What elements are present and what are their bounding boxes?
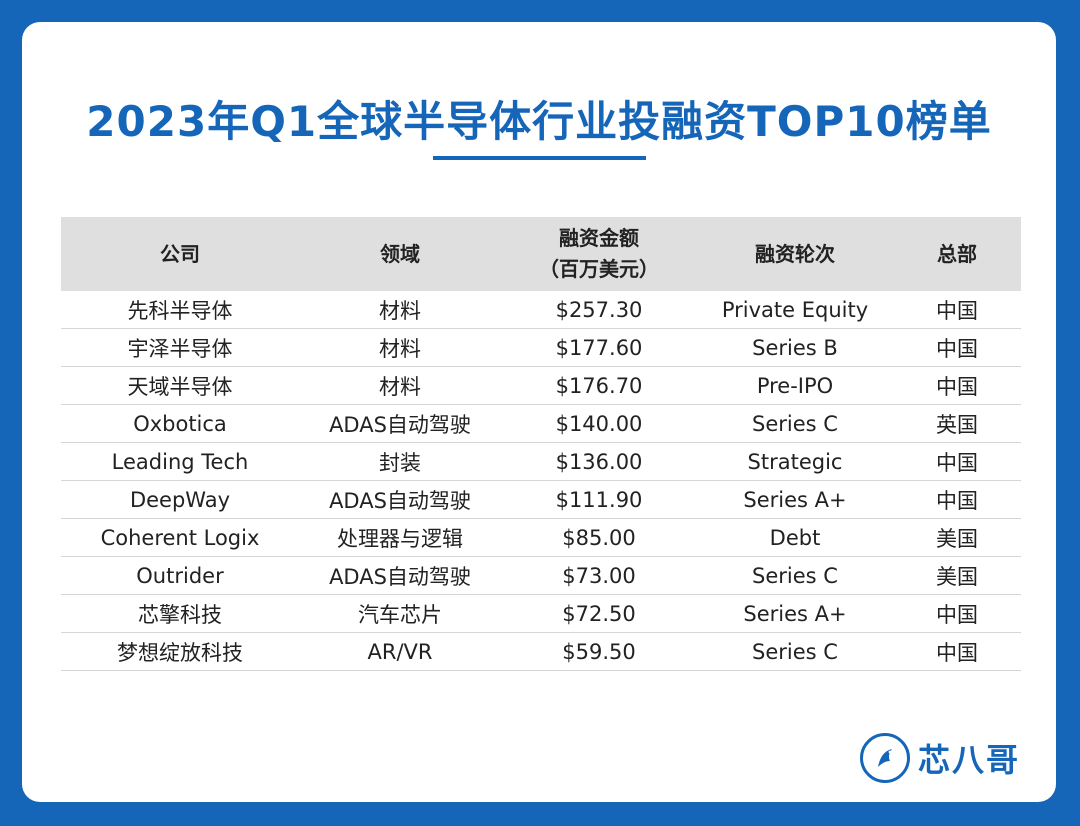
cell-company: Oxbotica xyxy=(61,404,299,443)
investment-table: 公司 领域 融资金额 （百万美元） 融资轮次 总部 先科半导体 材料 $257.… xyxy=(61,217,1021,671)
cell-hq: 中国 xyxy=(893,594,1021,633)
table-row: DeepWay ADAS自动驾驶 $111.90 Series A+ 中国 xyxy=(61,480,1021,519)
cell-field: ADAS自动驾驶 xyxy=(299,404,501,443)
cell-field: 处理器与逻辑 xyxy=(299,518,501,557)
bird-icon xyxy=(860,733,910,783)
cell-hq: 中国 xyxy=(893,328,1021,367)
cell-field: ADAS自动驾驶 xyxy=(299,556,501,595)
cell-field: 材料 xyxy=(299,366,501,405)
cell-round: Series B xyxy=(697,328,893,367)
cell-field: AR/VR xyxy=(299,632,501,671)
cell-hq: 中国 xyxy=(893,632,1021,671)
cell-company: 梦想绽放科技 xyxy=(61,632,299,671)
table-row: 宇泽半导体 材料 $177.60 Series B 中国 xyxy=(61,328,1021,367)
cell-field: 封装 xyxy=(299,442,501,481)
cell-round: Strategic xyxy=(697,442,893,481)
cell-company: 芯擎科技 xyxy=(61,594,299,633)
cell-round: Series C xyxy=(697,404,893,443)
cell-company: Outrider xyxy=(61,556,299,595)
table-row: Outrider ADAS自动驾驶 $73.00 Series C 美国 xyxy=(61,556,1021,595)
table-row: 梦想绽放科技 AR/VR $59.50 Series C 中国 xyxy=(61,632,1021,671)
table-row: 天域半导体 材料 $176.70 Pre-IPO 中国 xyxy=(61,366,1021,405)
cell-hq: 英国 xyxy=(893,404,1021,443)
table-row: Oxbotica ADAS自动驾驶 $140.00 Series C 英国 xyxy=(61,404,1021,443)
bird-icon-graphic xyxy=(878,749,892,767)
cell-amount: $140.00 xyxy=(501,404,697,443)
header-field: 领域 xyxy=(299,217,501,291)
cell-hq: 中国 xyxy=(893,480,1021,519)
cell-round: Debt xyxy=(697,518,893,557)
cell-round: Series C xyxy=(697,556,893,595)
cell-amount: $257.30 xyxy=(501,291,697,329)
cell-field: ADAS自动驾驶 xyxy=(299,480,501,519)
cell-field: 材料 xyxy=(299,291,501,329)
brand-logo: 芯八哥 xyxy=(860,732,1020,784)
cell-company: 天域半导体 xyxy=(61,366,299,405)
header-amount: 融资金额 （百万美元） xyxy=(501,217,697,291)
content-card: 2023年Q1全球半导体行业投融资TOP10榜单 公司 领域 融资金额 （百万美… xyxy=(22,22,1056,802)
table-row: Coherent Logix 处理器与逻辑 $85.00 Debt 美国 xyxy=(61,518,1021,557)
cell-amount: $73.00 xyxy=(501,556,697,595)
cell-field: 材料 xyxy=(299,328,501,367)
header-round: 融资轮次 xyxy=(697,217,893,291)
cell-company: 先科半导体 xyxy=(61,291,299,329)
cell-amount: $136.00 xyxy=(501,442,697,481)
cell-company: Leading Tech xyxy=(61,442,299,481)
header-hq: 总部 xyxy=(893,217,1021,291)
cell-amount: $85.00 xyxy=(501,518,697,557)
cell-hq: 中国 xyxy=(893,442,1021,481)
cell-amount: $72.50 xyxy=(501,594,697,633)
cell-company: DeepWay xyxy=(61,480,299,519)
cell-round: Private Equity xyxy=(697,291,893,329)
header-amount-line2: （百万美元） xyxy=(539,257,659,281)
cell-amount: $176.70 xyxy=(501,366,697,405)
header-amount-line1: 融资金额 xyxy=(559,226,639,250)
table-row: Leading Tech 封装 $136.00 Strategic 中国 xyxy=(61,442,1021,481)
cell-hq: 美国 xyxy=(893,518,1021,557)
page-title: 2023年Q1全球半导体行业投融资TOP10榜单 xyxy=(86,97,992,146)
cell-hq: 中国 xyxy=(893,291,1021,329)
table-row: 先科半导体 材料 $257.30 Private Equity 中国 xyxy=(61,291,1021,329)
cell-hq: 中国 xyxy=(893,366,1021,405)
cell-round: Series C xyxy=(697,632,893,671)
cell-amount: $177.60 xyxy=(501,328,697,367)
cell-round: Series A+ xyxy=(697,594,893,633)
table-header-row: 公司 领域 融资金额 （百万美元） 融资轮次 总部 xyxy=(61,217,1021,291)
logo-text: 芯八哥 xyxy=(918,741,1021,779)
table-row: 芯擎科技 汽车芯片 $72.50 Series A+ 中国 xyxy=(61,594,1021,633)
header-company: 公司 xyxy=(61,217,299,291)
cell-amount: $111.90 xyxy=(501,480,697,519)
cell-hq: 美国 xyxy=(893,556,1021,595)
cell-company: Coherent Logix xyxy=(61,518,299,557)
cell-company: 宇泽半导体 xyxy=(61,328,299,367)
cell-amount: $59.50 xyxy=(501,632,697,671)
cell-round: Pre-IPO xyxy=(697,366,893,405)
cell-round: Series A+ xyxy=(697,480,893,519)
cell-field: 汽车芯片 xyxy=(299,594,501,633)
title-underline xyxy=(433,156,646,160)
